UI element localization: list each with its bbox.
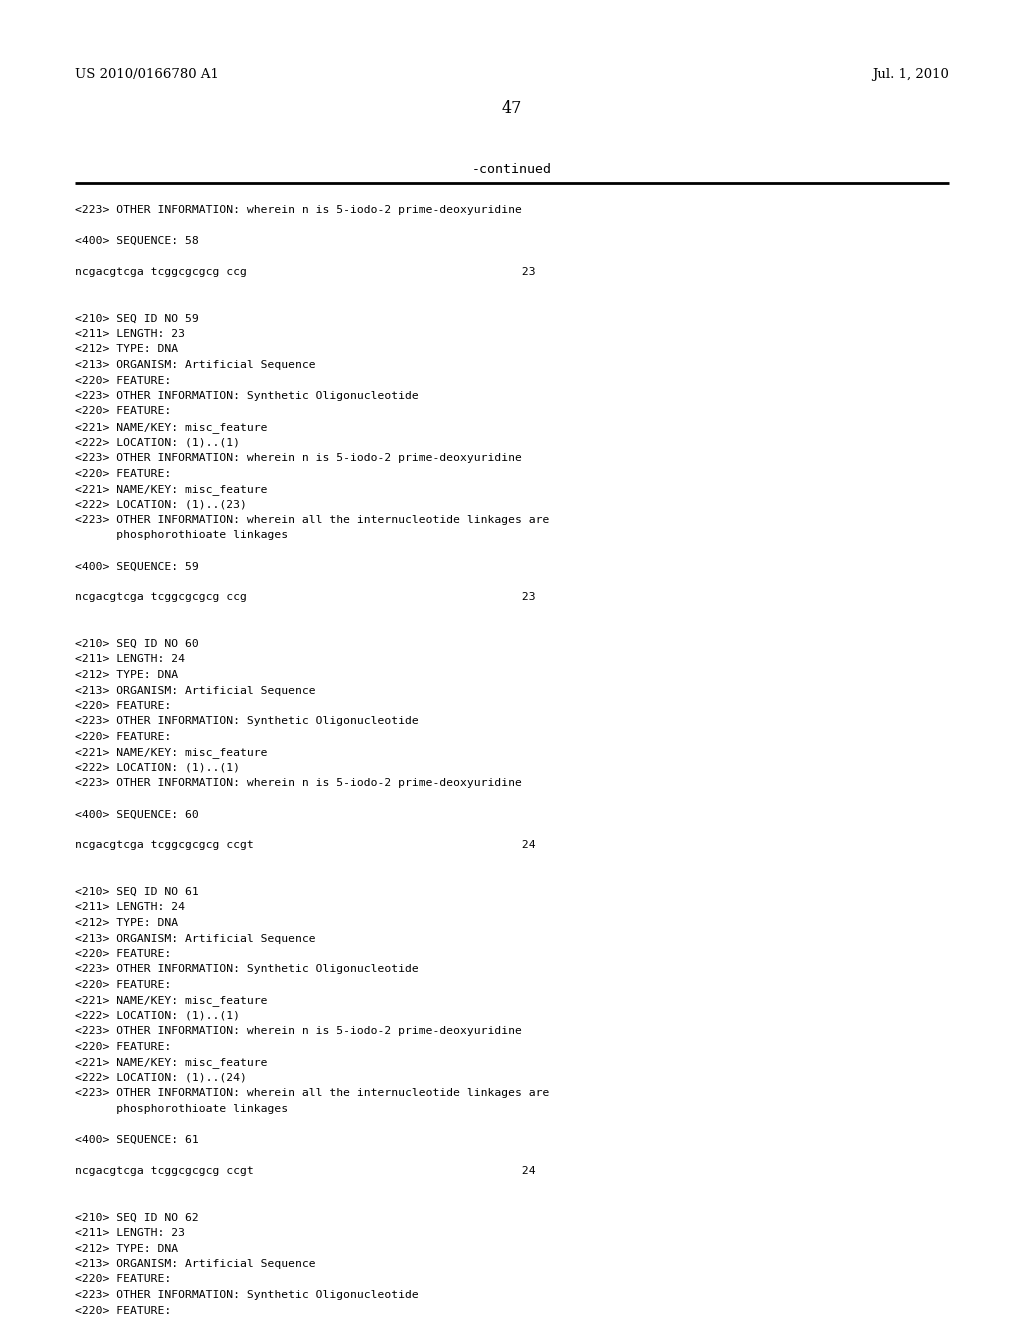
Text: <211> LENGTH: 23: <211> LENGTH: 23: [75, 329, 185, 339]
Text: <210> SEQ ID NO 61: <210> SEQ ID NO 61: [75, 887, 199, 898]
Text: <220> FEATURE:: <220> FEATURE:: [75, 1275, 171, 1284]
Text: <212> TYPE: DNA: <212> TYPE: DNA: [75, 1243, 178, 1254]
Text: <400> SEQUENCE: 60: <400> SEQUENCE: 60: [75, 809, 199, 820]
Text: <223> OTHER INFORMATION: Synthetic Oligonucleotide: <223> OTHER INFORMATION: Synthetic Oligo…: [75, 717, 419, 726]
Text: phosphorothioate linkages: phosphorothioate linkages: [75, 1104, 288, 1114]
Text: ncgacgtcga tcggcgcgcg ccg                                        23: ncgacgtcga tcggcgcgcg ccg 23: [75, 267, 536, 277]
Text: <213> ORGANISM: Artificial Sequence: <213> ORGANISM: Artificial Sequence: [75, 360, 315, 370]
Text: <223> OTHER INFORMATION: wherein n is 5-iodo-2 prime-deoxyuridine: <223> OTHER INFORMATION: wherein n is 5-…: [75, 1027, 522, 1036]
Text: <223> OTHER INFORMATION: wherein n is 5-iodo-2 prime-deoxyuridine: <223> OTHER INFORMATION: wherein n is 5-…: [75, 779, 522, 788]
Text: <211> LENGTH: 24: <211> LENGTH: 24: [75, 903, 185, 912]
Text: <220> FEATURE:: <220> FEATURE:: [75, 979, 171, 990]
Text: <400> SEQUENCE: 58: <400> SEQUENCE: 58: [75, 236, 199, 246]
Text: <220> FEATURE:: <220> FEATURE:: [75, 469, 171, 479]
Text: 47: 47: [502, 100, 522, 117]
Text: <212> TYPE: DNA: <212> TYPE: DNA: [75, 671, 178, 680]
Text: <220> FEATURE:: <220> FEATURE:: [75, 1305, 171, 1316]
Text: <222> LOCATION: (1)..(24): <222> LOCATION: (1)..(24): [75, 1073, 247, 1082]
Text: <223> OTHER INFORMATION: wherein n is 5-iodo-2 prime-deoxyuridine: <223> OTHER INFORMATION: wherein n is 5-…: [75, 453, 522, 463]
Text: <223> OTHER INFORMATION: Synthetic Oligonucleotide: <223> OTHER INFORMATION: Synthetic Oligo…: [75, 391, 419, 401]
Text: <220> FEATURE:: <220> FEATURE:: [75, 701, 171, 711]
Text: <223> OTHER INFORMATION: Synthetic Oligonucleotide: <223> OTHER INFORMATION: Synthetic Oligo…: [75, 1290, 419, 1300]
Text: <220> FEATURE:: <220> FEATURE:: [75, 733, 171, 742]
Text: -continued: -continued: [472, 162, 552, 176]
Text: <213> ORGANISM: Artificial Sequence: <213> ORGANISM: Artificial Sequence: [75, 933, 315, 944]
Text: US 2010/0166780 A1: US 2010/0166780 A1: [75, 69, 219, 81]
Text: ncgacgtcga tcggcgcgcg ccgt                                       24: ncgacgtcga tcggcgcgcg ccgt 24: [75, 1166, 536, 1176]
Text: <221> NAME/KEY: misc_feature: <221> NAME/KEY: misc_feature: [75, 747, 267, 759]
Text: <211> LENGTH: 24: <211> LENGTH: 24: [75, 655, 185, 664]
Text: <222> LOCATION: (1)..(1): <222> LOCATION: (1)..(1): [75, 763, 240, 774]
Text: <220> FEATURE:: <220> FEATURE:: [75, 407, 171, 417]
Text: <221> NAME/KEY: misc_feature: <221> NAME/KEY: misc_feature: [75, 422, 267, 433]
Text: <221> NAME/KEY: misc_feature: <221> NAME/KEY: misc_feature: [75, 1057, 267, 1068]
Text: <213> ORGANISM: Artificial Sequence: <213> ORGANISM: Artificial Sequence: [75, 1259, 315, 1269]
Text: <220> FEATURE:: <220> FEATURE:: [75, 949, 171, 960]
Text: <400> SEQUENCE: 59: <400> SEQUENCE: 59: [75, 561, 199, 572]
Text: <220> FEATURE:: <220> FEATURE:: [75, 375, 171, 385]
Text: <222> LOCATION: (1)..(1): <222> LOCATION: (1)..(1): [75, 437, 240, 447]
Text: <221> NAME/KEY: misc_feature: <221> NAME/KEY: misc_feature: [75, 995, 267, 1006]
Text: <223> OTHER INFORMATION: wherein all the internucleotide linkages are: <223> OTHER INFORMATION: wherein all the…: [75, 1089, 549, 1098]
Text: <211> LENGTH: 23: <211> LENGTH: 23: [75, 1228, 185, 1238]
Text: <220> FEATURE:: <220> FEATURE:: [75, 1041, 171, 1052]
Text: <210> SEQ ID NO 62: <210> SEQ ID NO 62: [75, 1213, 199, 1222]
Text: ncgacgtcga tcggcgcgcg ccg                                        23: ncgacgtcga tcggcgcgcg ccg 23: [75, 593, 536, 602]
Text: <222> LOCATION: (1)..(1): <222> LOCATION: (1)..(1): [75, 1011, 240, 1020]
Text: Jul. 1, 2010: Jul. 1, 2010: [872, 69, 949, 81]
Text: <223> OTHER INFORMATION: wherein all the internucleotide linkages are: <223> OTHER INFORMATION: wherein all the…: [75, 515, 549, 525]
Text: <222> LOCATION: (1)..(23): <222> LOCATION: (1)..(23): [75, 499, 247, 510]
Text: ncgacgtcga tcggcgcgcg ccgt                                       24: ncgacgtcga tcggcgcgcg ccgt 24: [75, 841, 536, 850]
Text: <210> SEQ ID NO 59: <210> SEQ ID NO 59: [75, 314, 199, 323]
Text: <400> SEQUENCE: 61: <400> SEQUENCE: 61: [75, 1135, 199, 1144]
Text: <223> OTHER INFORMATION: wherein n is 5-iodo-2 prime-deoxyuridine: <223> OTHER INFORMATION: wherein n is 5-…: [75, 205, 522, 215]
Text: <210> SEQ ID NO 60: <210> SEQ ID NO 60: [75, 639, 199, 649]
Text: <212> TYPE: DNA: <212> TYPE: DNA: [75, 917, 178, 928]
Text: <221> NAME/KEY: misc_feature: <221> NAME/KEY: misc_feature: [75, 484, 267, 495]
Text: phosphorothioate linkages: phosphorothioate linkages: [75, 531, 288, 540]
Text: <212> TYPE: DNA: <212> TYPE: DNA: [75, 345, 178, 355]
Text: <213> ORGANISM: Artificial Sequence: <213> ORGANISM: Artificial Sequence: [75, 685, 315, 696]
Text: <223> OTHER INFORMATION: Synthetic Oligonucleotide: <223> OTHER INFORMATION: Synthetic Oligo…: [75, 965, 419, 974]
